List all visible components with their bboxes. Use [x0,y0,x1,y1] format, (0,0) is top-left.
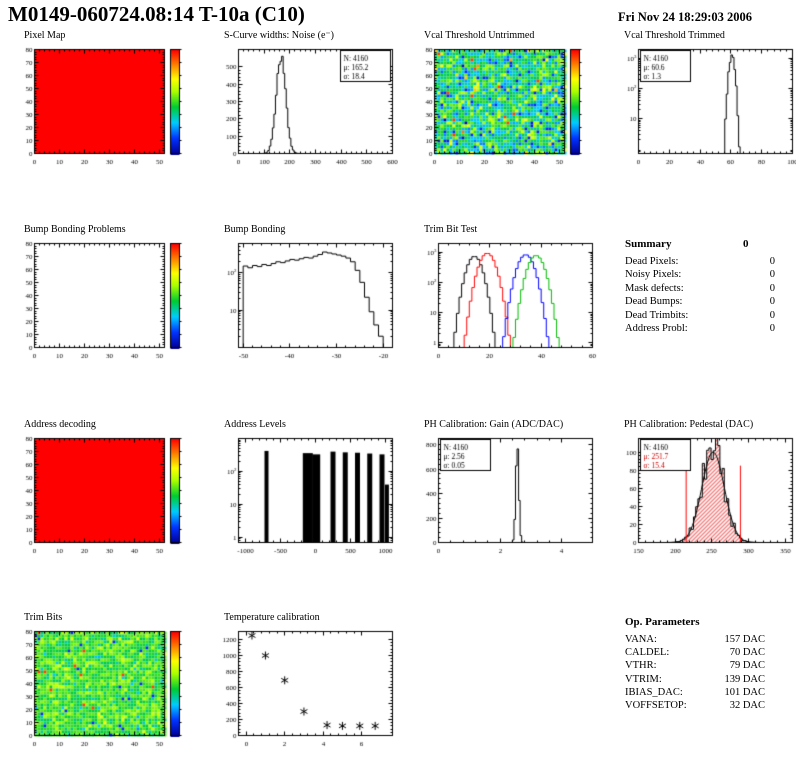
op-parameter-row: VANA: 157 DAC [625,633,765,646]
trim-bits-plot [8,625,198,761]
chart-title: Temperature calibration [224,612,320,623]
op-parameter-row: VTRIM: 139 DAC [625,673,765,686]
panel-temperature-calibration: Temperature calibration [208,612,400,764]
scurve-noise-plot [208,43,398,179]
op-parameter-value: 139 DAC [724,673,765,685]
chart-title: S-Curve widths: Noise (e⁻) [224,30,334,41]
panel-trim-bit-test: Trim Bit Test [408,224,600,376]
summary-header: Summary 0 [625,238,775,255]
summary-label: Dead Bumps: [625,296,683,308]
op-parameter-value: 157 DAC [724,634,765,645]
summary-row: Dead Bumps: 0 [625,295,775,308]
panel-bump-bonding: Bump Bonding [208,224,400,376]
summary-row: Address Probl: 0 [625,322,775,335]
summary-value: 0 [769,256,775,267]
chart-title: PH Calibration: Gain (ADC/DAC) [424,419,564,430]
temperature-calibration-plot [208,625,398,761]
panel-scurve-noise: S-Curve widths: Noise (e⁻) [208,30,400,182]
chart-title: Trim Bit Test [424,224,478,235]
ph-pedestal-plot [608,432,796,568]
op-parameter-value: 32 DAC [729,700,765,712]
op-parameter-value: 70 DAC [729,647,765,659]
timestamp: Fri Nov 24 18:29:03 2006 [618,10,753,24]
summary-row: Noisy Pixels: 0 [625,268,775,281]
summary-label: Dead Trimbits: [625,309,689,321]
panel-address-decoding: Address decoding [8,419,200,571]
summary-label: Address Probl: [625,323,688,335]
chart-title: Pixel Map [24,30,66,41]
summary-label: Dead Pixels: [625,256,679,267]
chart-title: PH Calibration: Pedestal (DAC) [624,419,754,430]
panel-vcal-trimmed: Vcal Threshold Trimmed [608,30,796,182]
op-parameter-row: VOFFSETOP: 32 DAC [625,699,765,712]
panel-address-levels: Address Levels [208,419,400,571]
op-parameter-label: VOFFSETOP: [625,700,687,712]
summary-value: 0 [769,309,775,321]
vcal-trimmed-plot [608,43,796,179]
bump-bonding-plot [208,237,398,373]
chart-title: Vcal Threshold Trimmed [624,30,725,41]
panel-bump-problems: Bump Bonding Problems [8,224,200,376]
summary-row: Dead Trimbits: 0 [625,309,775,322]
summary-label: Noisy Pixels: [625,269,682,281]
summary-value: 0 [769,323,775,335]
op-parameter-label: IBIAS_DAC: [625,686,683,698]
vcal-untrimmed-plot [408,43,598,179]
summary-label: Mask defects: [625,282,684,294]
op-parameters-title: Op. Parameters [625,616,700,628]
chart-title: Address decoding [24,419,96,430]
op-parameter-row: VTHR: 79 DAC [625,659,765,672]
summary-row: Dead Pixels: 0 [625,255,775,268]
summary-value: 0 [769,296,775,308]
op-parameter-label: VANA: [625,634,657,645]
op-parameter-label: VTRIM: [625,673,662,685]
summary-title: Summary [625,238,672,250]
trim-bit-test-plot [408,237,598,373]
chart-title: Bump Bonding Problems [24,224,126,235]
op-parameter-value: 101 DAC [724,686,765,698]
ph-gain-plot [408,432,598,568]
chart-title: Vcal Threshold Untrimmed [424,30,535,41]
op-parameter-value: 79 DAC [729,660,765,672]
panel-trim-bits: Trim Bits [8,612,200,764]
panel-pixel-map: Pixel Map [8,30,200,182]
panel-vcal-untrimmed: Vcal Threshold Untrimmed [408,30,600,182]
op-parameter-row: IBIAS_DAC: 101 DAC [625,686,765,699]
summary-value: 0 [769,269,775,281]
address-levels-plot [208,432,398,568]
summary-row: Mask defects: 0 [625,282,775,295]
chart-title: Bump Bonding [224,224,286,235]
chart-title: Address Levels [224,419,286,430]
summary-total: 0 [743,238,749,250]
op-parameters-panel: Op. Parameters VANA: 157 DAC CALDEL: 70 … [625,616,765,712]
op-parameter-row: CALDEL: 70 DAC [625,646,765,659]
panel-ph-gain: PH Calibration: Gain (ADC/DAC) [408,419,600,571]
panel-ph-pedestal: PH Calibration: Pedestal (DAC) [608,419,796,571]
summary-value: 0 [769,282,775,294]
bump-problems-plot [8,237,198,373]
pixel-map-plot [8,43,198,179]
address-decoding-plot [8,432,198,568]
summary-panel: Summary 0 Dead Pixels: 0 Noisy Pixels: 0… [625,238,775,335]
page-title: M0149-060724.08:14 T-10a (C10) [8,2,305,26]
chart-title: Trim Bits [24,612,63,623]
op-parameter-label: VTHR: [625,660,657,672]
op-parameter-label: CALDEL: [625,647,670,659]
